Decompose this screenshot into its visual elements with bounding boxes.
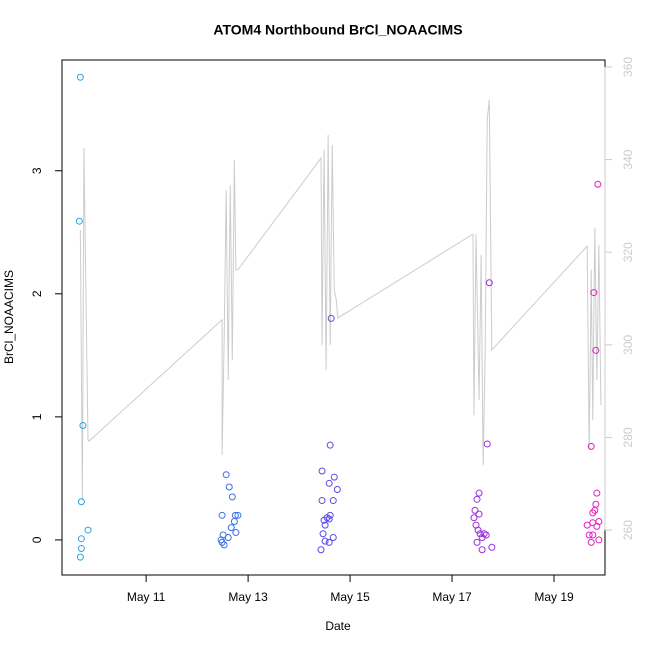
point: [485, 279, 493, 287]
point: [325, 479, 333, 487]
chart-title: ATOM4 Northbound BrCl_NOAACIMS: [213, 22, 462, 38]
point: [590, 289, 598, 297]
x-tick-label: May 15: [330, 590, 370, 604]
point: [318, 497, 326, 505]
point: [325, 538, 333, 546]
point: [79, 421, 87, 429]
y-axis-label: BrCl_NOAACIMS: [2, 270, 16, 364]
point: [478, 533, 486, 541]
point: [319, 530, 327, 538]
point: [218, 511, 226, 519]
point: [592, 346, 600, 354]
point: [77, 535, 85, 543]
point: [230, 517, 238, 525]
point: [587, 442, 595, 450]
point: [76, 73, 84, 81]
point: [595, 536, 603, 544]
point: [321, 537, 329, 545]
point: [583, 521, 591, 529]
point: [75, 217, 83, 225]
point: [77, 498, 85, 506]
x-axis-label: Date: [325, 619, 351, 633]
point: [474, 526, 482, 534]
point: [330, 473, 338, 481]
point: [473, 538, 481, 546]
point: [320, 516, 328, 524]
point: [592, 500, 600, 508]
y-tick-label: 0: [30, 536, 44, 543]
point: [585, 531, 593, 539]
y2-line: [79, 99, 602, 500]
y2-tick-label: 300: [621, 334, 635, 354]
point: [594, 180, 602, 188]
point: [234, 511, 242, 519]
point: [587, 538, 595, 546]
y2-tick-label: 320: [621, 242, 635, 262]
point: [488, 543, 496, 551]
x-tick-label: May 19: [534, 590, 574, 604]
y2-tick-label: 360: [621, 57, 635, 77]
point: [317, 546, 325, 554]
x-tick-label: May 11: [127, 590, 166, 604]
point: [318, 467, 326, 475]
point: [227, 524, 235, 532]
y2-tick-label: 280: [621, 427, 635, 447]
y-tick-label: 3: [30, 167, 44, 174]
x-tick-label: May 17: [432, 590, 472, 604]
point: [84, 526, 92, 534]
point: [329, 497, 337, 505]
y2-tick-label: 260: [621, 520, 635, 540]
point: [593, 489, 601, 497]
point: [589, 519, 597, 527]
point: [483, 440, 491, 448]
point: [329, 533, 337, 541]
y-tick-label: 2: [30, 290, 44, 297]
x-tick-label: May 13: [228, 590, 268, 604]
point: [478, 546, 486, 554]
point: [473, 495, 481, 503]
point: [333, 485, 341, 493]
point: [321, 521, 329, 529]
point: [77, 545, 85, 553]
point: [326, 441, 334, 449]
point: [475, 510, 483, 518]
point: [470, 514, 478, 522]
point: [593, 522, 601, 530]
point: [327, 314, 335, 322]
point: [589, 531, 597, 539]
point: [232, 529, 240, 537]
point: [325, 515, 333, 523]
y2-tick-label: 340: [621, 149, 635, 169]
point: [228, 493, 236, 501]
y-tick-label: 1: [30, 413, 44, 420]
point: [589, 509, 597, 517]
point: [224, 533, 232, 541]
point: [225, 483, 233, 491]
point: [475, 489, 483, 497]
point: [220, 541, 228, 549]
point: [222, 471, 230, 479]
point: [471, 506, 479, 514]
point: [76, 553, 84, 561]
